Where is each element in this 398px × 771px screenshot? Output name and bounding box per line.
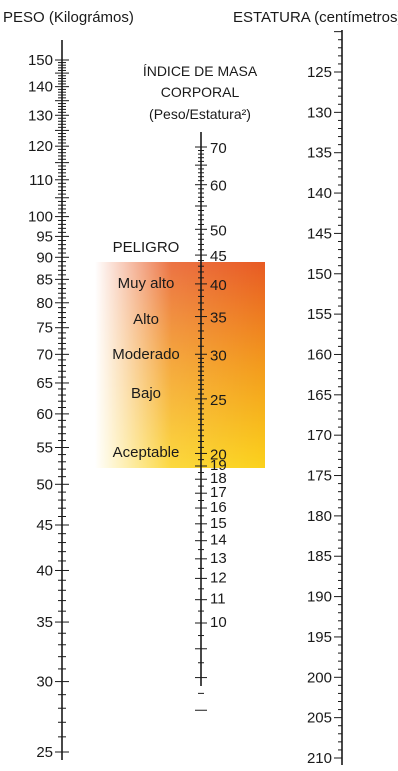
weight-tick-label: 80 — [36, 295, 53, 312]
weight-scale: 150 140 130 120 110 100 95 90 85 80 75 70 65 60 55 50 45… — [28, 40, 69, 761]
weight-tick-label: 30 — [36, 674, 53, 691]
bmi-title-line3: (Peso/Estatura²) — [149, 106, 251, 122]
risk-level-moderado: Moderado — [112, 346, 180, 363]
bmi-tick-label: 25 — [210, 392, 227, 409]
height-tick-label: 205 — [307, 710, 332, 727]
weight-tick-label: 45 — [36, 517, 53, 534]
weight-tick-label: 120 — [28, 138, 53, 155]
height-tick-label: 180 — [307, 508, 332, 525]
bmi-tick-label: 50 — [210, 222, 227, 239]
bmi-tick-label: 16 — [210, 499, 227, 516]
risk-level-alto: Alto — [133, 311, 159, 328]
height-tick-label: 155 — [307, 306, 332, 323]
bmi-tick-label: 30 — [210, 347, 227, 364]
bmi-tick-label: 12 — [210, 569, 227, 586]
risk-level-bajo: Bajo — [131, 385, 161, 402]
weight-tick-label: 130 — [28, 107, 53, 124]
bmi-tick-label: 35 — [210, 310, 227, 327]
height-tick-label: 190 — [307, 589, 332, 606]
bmi-tick-label: 11 — [210, 591, 226, 608]
bmi-tick-label: 19 — [210, 457, 227, 474]
bmi-tick-label: 14 — [210, 532, 227, 549]
bmi-tick-label: 40 — [210, 277, 227, 294]
height-tick-label: 130 — [307, 104, 332, 121]
bmi-tick-label: 70 — [210, 140, 227, 157]
bmi-tick-label: 18 — [210, 470, 227, 487]
bmi-tick-label: 20 — [210, 446, 227, 463]
height-tick-label: 170 — [307, 427, 332, 444]
bmi-tick-label: 60 — [210, 178, 227, 195]
height-tick-label: 125 — [307, 64, 332, 81]
height-tick-label: 175 — [307, 468, 332, 485]
height-scale: 125 130 135 140 145 150 155 160 165 170 175 180 185 1… — [307, 30, 343, 767]
height-tick-label: 160 — [307, 346, 332, 363]
weight-tick-label: 90 — [36, 249, 53, 266]
bmi-tick-label: 15 — [210, 515, 227, 532]
bmi-tick-label: 10 — [210, 614, 227, 631]
weight-tick-label: 60 — [36, 406, 53, 423]
height-tick-label: 150 — [307, 266, 332, 283]
weight-tick-label: 75 — [36, 320, 53, 337]
weight-tick-label: 35 — [36, 614, 53, 631]
weight-tick-label: 85 — [36, 271, 53, 288]
risk-level-muy-alto: Muy alto — [118, 275, 175, 292]
weight-tick-label: 110 — [29, 172, 53, 189]
height-tick-label: 210 — [307, 750, 332, 767]
height-tick-label: 140 — [307, 185, 332, 202]
height-tick-label: 165 — [307, 387, 332, 404]
height-tick-label: 195 — [307, 629, 332, 646]
height-tick-label: 185 — [307, 548, 332, 565]
bmi-title-line2: CORPORAL — [161, 84, 240, 100]
risk-header-peligro: PELIGRO — [113, 239, 180, 256]
height-tick-label: 145 — [307, 225, 332, 242]
weight-tick-label: 65 — [36, 375, 53, 392]
weight-tick-label: 95 — [36, 228, 53, 245]
weight-axis-title: PESO (Kilográmos) — [3, 9, 134, 26]
risk-level-aceptable: Aceptable — [113, 444, 180, 461]
weight-tick-label: 40 — [36, 562, 53, 579]
weight-tick-label: 25 — [36, 744, 53, 761]
bmi-title-line1: ÍNDICE DE MASA — [143, 63, 258, 79]
height-tick-label: 200 — [307, 669, 332, 686]
weight-tick-label: 70 — [36, 346, 53, 363]
height-tick-label: 135 — [307, 145, 332, 162]
bmi-tick-label: 17 — [210, 484, 227, 501]
weight-tick-label: 140 — [28, 79, 53, 96]
height-axis-title: ESTATURA (centímetros) — [233, 9, 398, 26]
weight-tick-label: 150 — [28, 52, 53, 69]
weight-tick-label: 100 — [28, 209, 53, 226]
risk-band — [95, 262, 265, 468]
weight-tick-label: 50 — [36, 476, 53, 493]
bmi-tick-label: 45 — [210, 248, 227, 265]
weight-tick-label: 55 — [36, 439, 53, 456]
bmi-tick-label: 13 — [210, 550, 227, 567]
